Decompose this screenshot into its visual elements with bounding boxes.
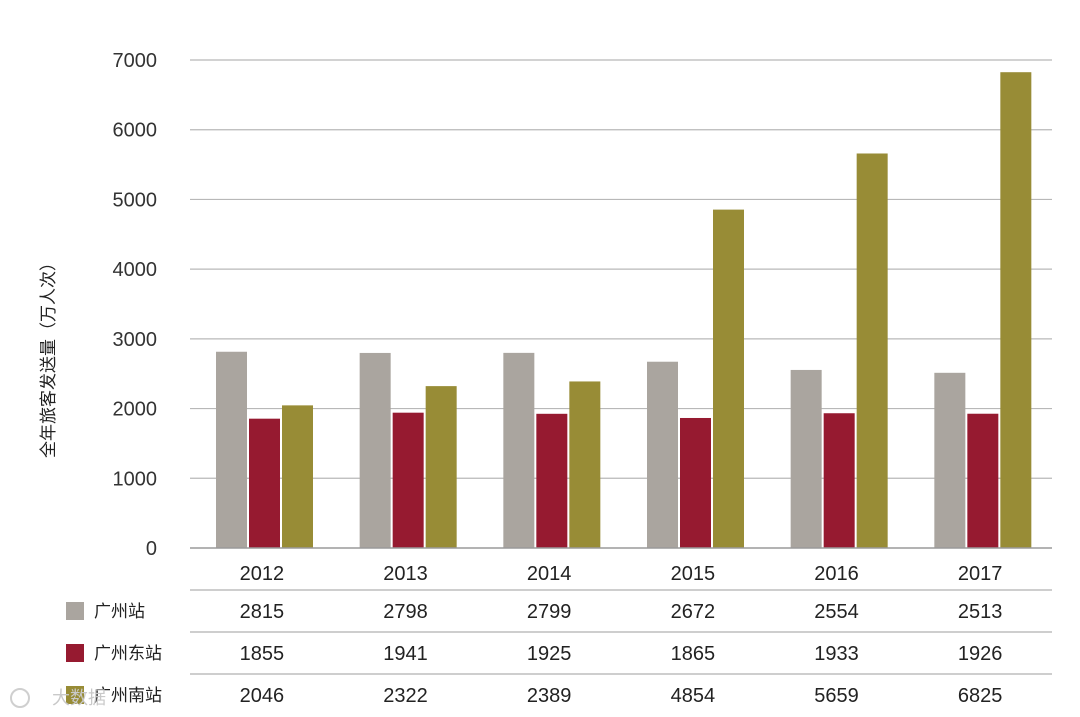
bar-2017-0 — [934, 372, 966, 548]
bar-2014-0 — [503, 352, 535, 548]
bar-2012-0 — [216, 351, 247, 548]
y-axis-label: 全年旅客发送量（万人次） — [39, 254, 59, 458]
table-value: 2513 — [958, 601, 1003, 623]
x-category-label: 2014 — [527, 563, 572, 585]
x-category-label: 2013 — [383, 563, 428, 585]
legend-label: 广州南站 — [94, 686, 162, 706]
y-tick-label: 2000 — [113, 399, 158, 421]
table-value: 2046 — [240, 685, 285, 707]
x-category-label: 2017 — [958, 563, 1003, 585]
table-value: 6825 — [958, 685, 1003, 707]
table-value: 2815 — [240, 601, 285, 623]
watermark-text: 大数据 — [52, 688, 106, 709]
table-value: 1933 — [814, 643, 859, 665]
table-value: 1855 — [240, 643, 285, 665]
table-value: 5659 — [814, 685, 859, 707]
y-tick-label: 5000 — [113, 189, 158, 211]
y-tick-label: 3000 — [113, 329, 158, 351]
gridlines — [190, 59, 1052, 479]
bar-2016-1 — [823, 413, 855, 548]
legend-swatch — [66, 686, 84, 704]
y-tick-label: 1000 — [113, 468, 158, 490]
y-tick-label: 4000 — [113, 259, 158, 281]
table-value: 2322 — [383, 685, 428, 707]
bar-2012-2 — [282, 405, 313, 548]
y-axis-ticks: 0 1000 2000 3000 4000 5000 6000 7000 — [113, 50, 158, 560]
table-value: 2799 — [527, 601, 572, 623]
bar-2015-2 — [713, 209, 744, 548]
bar-2013-2 — [425, 386, 457, 548]
table-value: 2554 — [814, 601, 859, 623]
y-tick-label: 7000 — [113, 50, 158, 72]
bar-2017-1 — [967, 413, 999, 548]
bar-2016-2 — [856, 153, 888, 548]
x-category-label: 2012 — [240, 563, 285, 585]
bar-2016-0 — [790, 369, 822, 548]
y-tick-label: 6000 — [113, 120, 158, 142]
table-value: 1941 — [383, 643, 428, 665]
bar-2014-2 — [569, 381, 601, 548]
legend-swatch — [66, 644, 84, 662]
bar-2012-1 — [249, 418, 280, 548]
table-value: 1865 — [671, 643, 716, 665]
table-value: 1925 — [527, 643, 572, 665]
bars — [216, 72, 1032, 548]
y-tick-label: 0 — [146, 538, 157, 560]
watermark: 大数据 — [10, 688, 106, 709]
legend-swatch — [66, 602, 84, 620]
bar-2013-0 — [359, 352, 391, 548]
bar-2013-1 — [392, 412, 424, 548]
bar-2017-2 — [1000, 72, 1032, 548]
bar-2015-0 — [647, 361, 678, 548]
legend-label: 广州站 — [94, 602, 145, 622]
x-category-label: 2016 — [814, 563, 859, 585]
table-value: 2798 — [383, 601, 428, 623]
table-value: 2672 — [671, 601, 716, 623]
watermark-logo-icon — [10, 688, 30, 708]
bar-2015-1 — [680, 417, 711, 548]
bar-2014-1 — [536, 413, 568, 548]
legend-label: 广州东站 — [94, 644, 162, 664]
table-value: 2389 — [527, 685, 572, 707]
x-category-label: 2015 — [671, 563, 716, 585]
data-table: 2012 2013 2014 2015 2016 2017 广州站 2815 2798 2799 2… — [66, 547, 1052, 707]
table-value: 4854 — [671, 685, 716, 707]
table-value: 1926 — [958, 643, 1003, 665]
